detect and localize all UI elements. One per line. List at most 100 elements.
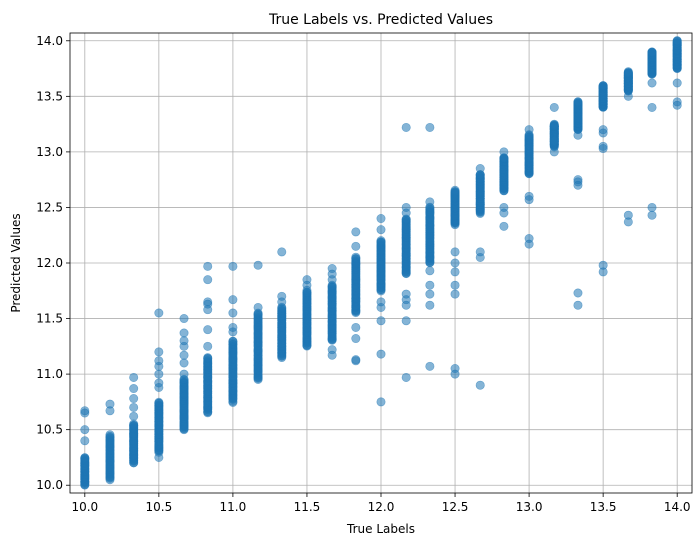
data-point <box>450 364 460 374</box>
y-tick-label: 12.5 <box>36 200 63 214</box>
y-tick-label: 11.0 <box>36 367 63 381</box>
data-point <box>80 425 90 435</box>
x-axis-ticks: 10.0 10.5 11.0 11.5 12.0 12.5 13.0 13.5 14.0 <box>71 493 691 514</box>
x-tick-label: 10.5 <box>145 500 172 514</box>
data-point <box>228 336 238 346</box>
data-point <box>105 430 115 440</box>
data-point <box>203 261 213 271</box>
data-point <box>450 289 460 299</box>
data-point <box>647 47 657 57</box>
data-point <box>376 397 386 407</box>
y-tick-label: 13.5 <box>36 89 63 103</box>
data-point <box>228 308 238 318</box>
data-point <box>672 97 682 107</box>
data-point <box>623 91 633 101</box>
y-axis-ticks: 10.0 10.5 11.0 11.5 12.0 12.5 13.0 13.5 14.0 <box>36 34 70 492</box>
data-point <box>425 197 435 207</box>
x-tick-label: 14.0 <box>664 500 691 514</box>
x-tick-label: 13.0 <box>516 500 543 514</box>
y-tick-label: 13.0 <box>36 145 63 159</box>
data-points <box>80 36 682 490</box>
data-point <box>154 452 164 462</box>
data-point <box>376 236 386 246</box>
data-point <box>327 345 337 355</box>
chart-title: True Labels vs. Predicted Values <box>268 12 493 28</box>
data-point <box>228 322 238 332</box>
data-point <box>179 336 189 346</box>
data-point <box>499 202 509 212</box>
data-point <box>401 202 411 212</box>
data-point <box>203 353 213 363</box>
data-point <box>351 227 361 237</box>
data-point <box>425 289 435 299</box>
data-point <box>425 122 435 132</box>
data-point <box>549 102 559 112</box>
data-point <box>203 325 213 335</box>
data-point <box>499 147 509 157</box>
data-point <box>154 369 164 379</box>
data-point <box>228 295 238 305</box>
data-point <box>154 378 164 388</box>
data-point <box>598 125 608 135</box>
data-point <box>376 214 386 224</box>
data-point <box>179 350 189 360</box>
data-point <box>351 334 361 344</box>
x-axis-label: True Labels <box>346 522 415 536</box>
data-point <box>179 369 189 379</box>
data-point <box>129 394 139 404</box>
data-point <box>129 372 139 382</box>
data-point <box>179 314 189 324</box>
data-point <box>376 225 386 235</box>
y-tick-label: 10.5 <box>36 423 63 437</box>
data-point <box>425 266 435 276</box>
x-tick-label: 11.0 <box>220 500 247 514</box>
data-point <box>351 355 361 365</box>
data-point <box>598 260 608 270</box>
data-point <box>129 411 139 421</box>
data-point <box>277 247 287 257</box>
data-point <box>598 141 608 151</box>
data-point <box>647 210 657 220</box>
data-point <box>105 399 115 409</box>
data-point <box>154 347 164 357</box>
data-point <box>376 297 386 307</box>
data-point <box>401 316 411 326</box>
data-point <box>549 147 559 157</box>
data-point <box>154 356 164 366</box>
data-point <box>647 102 657 112</box>
data-point <box>450 280 460 290</box>
data-point <box>129 402 139 412</box>
data-point <box>573 300 583 310</box>
data-point <box>524 125 534 135</box>
data-point <box>129 419 139 429</box>
data-point <box>549 119 559 129</box>
data-point <box>351 241 361 251</box>
x-tick-label: 11.5 <box>294 500 321 514</box>
data-point <box>253 260 263 270</box>
data-point <box>450 267 460 277</box>
data-point <box>179 328 189 338</box>
data-point <box>672 36 682 46</box>
data-point <box>573 97 583 107</box>
data-point <box>549 136 559 146</box>
data-point <box>80 406 90 416</box>
data-point <box>647 202 657 212</box>
data-point <box>573 175 583 185</box>
data-point <box>203 297 213 307</box>
data-point <box>450 247 460 257</box>
y-tick-label: 12.0 <box>36 256 63 270</box>
data-point <box>277 291 287 301</box>
data-point <box>450 185 460 195</box>
data-point <box>228 261 238 271</box>
data-point <box>179 358 189 368</box>
data-point <box>302 275 312 285</box>
data-point <box>376 316 386 326</box>
data-point <box>672 78 682 88</box>
y-tick-label: 14.0 <box>36 34 63 48</box>
x-tick-label: 13.5 <box>590 500 617 514</box>
x-tick-label: 10.0 <box>71 500 98 514</box>
y-tick-label: 10.0 <box>36 478 63 492</box>
data-point <box>450 258 460 268</box>
data-point <box>425 300 435 310</box>
